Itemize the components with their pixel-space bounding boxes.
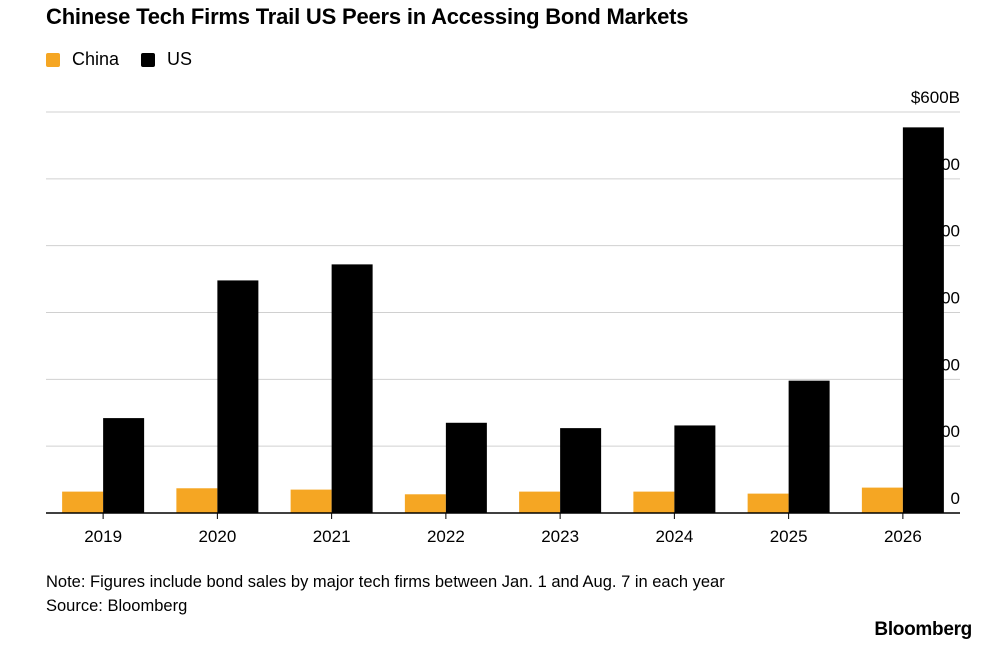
- chart-notes: Note: Figures include bond sales by majo…: [46, 570, 725, 618]
- bar-us: [674, 425, 716, 513]
- legend-item-us: US: [141, 49, 192, 70]
- bar-china: [62, 491, 104, 513]
- bar-china: [633, 491, 675, 513]
- x-tick-label: 2019: [84, 527, 122, 546]
- chart-title: Chinese Tech Firms Trail US Peers in Acc…: [46, 4, 689, 29]
- y-tick-label: 0: [951, 489, 960, 508]
- bar-us: [103, 418, 145, 513]
- note-text: Note: Figures include bond sales by majo…: [46, 573, 725, 591]
- bar-us: [788, 380, 830, 513]
- x-tick-label: 2022: [427, 527, 465, 546]
- bar-china: [176, 488, 218, 513]
- x-tick-label: 2020: [198, 527, 236, 546]
- bar-us: [560, 428, 602, 513]
- legend: China US: [46, 49, 214, 70]
- x-tick-label: 2023: [541, 527, 579, 546]
- y-tick-label: $600B: [911, 88, 960, 107]
- bar-china: [404, 494, 446, 513]
- x-tick-label: 2026: [884, 527, 922, 546]
- bar-us: [445, 422, 487, 513]
- bar-china: [861, 487, 903, 513]
- legend-swatch-us: [141, 52, 156, 67]
- bloomberg-logo: Bloomberg: [874, 619, 972, 640]
- source-text: Source: Bloomberg: [46, 597, 188, 615]
- x-tick-label: 2021: [313, 527, 351, 546]
- bar-china: [747, 493, 789, 513]
- bar-us: [331, 264, 373, 513]
- legend-label-us: US: [167, 49, 193, 69]
- bar-china: [519, 491, 561, 513]
- bar-us: [902, 127, 944, 513]
- legend-label-china: China: [72, 49, 120, 69]
- bar-china: [290, 489, 332, 513]
- legend-item-china: China: [46, 49, 119, 70]
- bar-us: [217, 280, 259, 513]
- x-tick-label: 2025: [770, 527, 808, 546]
- legend-swatch-china: [46, 52, 60, 67]
- x-tick-label: 2024: [655, 527, 693, 546]
